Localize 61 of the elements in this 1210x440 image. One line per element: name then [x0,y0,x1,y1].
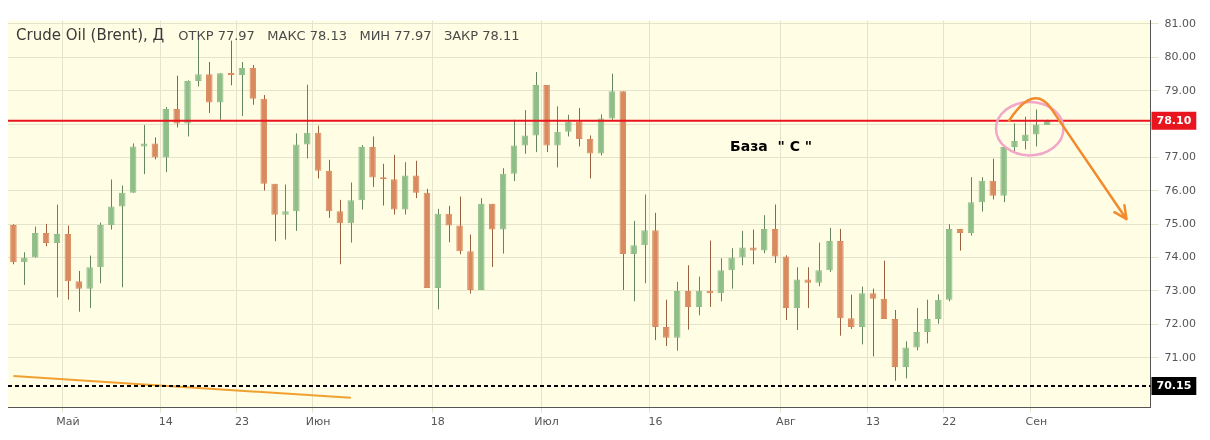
chart-title: Crude Oil (Brent), Д [16,25,165,44]
x-tick-label: 22 [942,415,957,429]
candlestick [75,270,82,313]
candlestick [554,105,561,168]
candlestick [1022,116,1029,150]
candlestick [935,293,942,325]
y-tick-label: 71.00 [1164,350,1197,364]
candlestick [456,196,463,255]
candlestick [750,229,757,265]
candlestick [728,247,735,290]
x-tick-label: 18 [430,415,445,429]
candlestick [804,266,812,309]
candlestick [902,340,909,379]
candlestick [913,307,920,351]
candlestick [488,203,496,268]
candlestick [717,257,724,302]
candlestick [1011,122,1018,153]
ref-line-label: 78.10 [1156,113,1192,127]
y-tick-label: 72.00 [1164,317,1197,331]
candlestick [86,255,93,309]
candlestick [445,205,452,243]
ref-line-label: 70.15 [1156,378,1192,392]
candlestick [565,114,572,137]
y-tick-label: 73.00 [1164,283,1197,297]
y-tick-label: 79.00 [1164,83,1197,97]
candlestick [412,160,420,199]
candlestick [989,158,996,201]
y-tick-label: 75.00 [1164,217,1197,231]
x-tick-label: 14 [158,415,173,429]
candlestick [1032,108,1040,147]
candlestick [108,178,115,231]
candlestick [641,194,648,284]
y-tick-label: 77.00 [1164,150,1197,164]
y-tick-label: 80.00 [1164,50,1197,64]
x-tick-label: Авг [776,415,797,429]
candlestick [869,288,877,357]
annotation: База " C " [730,138,813,155]
candlestick [118,184,126,288]
candlestick [347,181,355,244]
x-tick-label: 13 [866,415,881,429]
y-tick-label: 76.00 [1164,183,1197,197]
candlestick [575,107,583,147]
candlestick [630,220,637,302]
candlestick [195,38,202,87]
candlestick [282,183,289,241]
text: ОТКР 77.97 МАКС 78.13 МИН 77.97 ЗАКР 78.11 [178,28,520,44]
x-tick-label: 16 [648,415,663,429]
x-tick-label: 23 [234,415,249,429]
x-tick-label: Май [56,415,80,429]
x-tick-label: Июл [534,415,559,429]
candlestick [739,230,746,266]
candlestick [924,299,931,344]
y-tick-label: 74.00 [1164,250,1197,264]
candlestick [227,40,235,86]
candlestick [815,242,822,287]
x-tick-label: Июн [305,415,331,429]
candlestick [848,294,855,330]
y-tick-label: 81.00 [1164,16,1197,30]
candlestick [760,214,768,254]
x-tick-label: Сен [1025,415,1048,429]
candlestick [663,299,670,347]
